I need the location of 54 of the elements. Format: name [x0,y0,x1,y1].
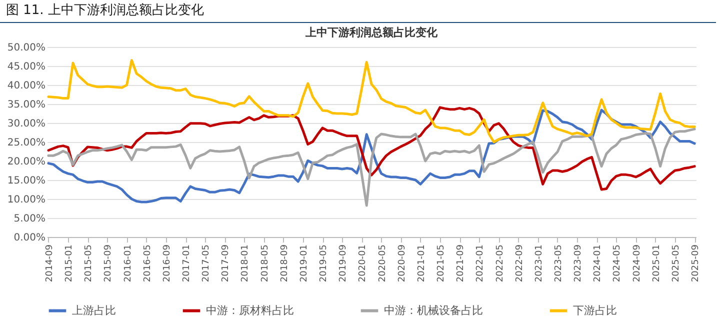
line-series [47,128,696,207]
x-tick-label: 2024-05 [612,244,623,282]
x-tick-label: 2021-09 [456,244,466,282]
y-tick-label: 50.00% [7,42,46,54]
x-tick-label: 2018-05 [260,244,270,282]
x-tick-label: 2014-09 [44,244,55,282]
x-tick-label: 2019-01 [299,244,310,282]
x-tick-label: 2015-01 [64,244,75,282]
x-tick-label: 2018-01 [240,244,251,282]
legend-label: 中游：原材料占比 [206,304,294,317]
x-tick-label: 2020-05 [378,244,388,282]
line-series [47,106,696,191]
legend-label: 中游：机械设备占比 [384,304,483,317]
x-tick-label: 2016-01 [123,244,134,282]
x-tick-label: 2017-05 [202,244,212,282]
x-tick-label: 2025-01 [652,244,662,282]
y-tick-label: 40.00% [7,80,46,92]
x-tick-label: 2019-05 [319,244,330,282]
x-tick-label: 2024-01 [593,244,604,282]
chart-subtitle: 上中下游利润总额占比变化 [304,26,438,39]
y-tick-label: 10.00% [7,194,46,206]
y-tick-label: 25.00% [7,138,46,148]
chart-title: 图 11. 上中下游利润总额占比变化 [0,0,716,23]
legend-label: 上游占比 [72,304,116,317]
x-tick-label: 2019-09 [338,244,349,282]
x-tick-label: 2016-05 [142,244,153,282]
x-tick-label: 2017-01 [182,244,192,282]
line-series [47,59,696,144]
x-tick-label: 2020-09 [397,244,408,282]
x-tick-label: 2025-05 [671,244,682,282]
x-tick-label: 2020-01 [358,244,368,282]
x-tick-label: 2018-09 [280,244,290,282]
x-tick-label: 2015-05 [84,244,94,282]
x-tick-label: 2025-09 [691,244,702,282]
x-tick-label: 2023-09 [574,244,584,282]
y-tick-label: 20.00% [7,156,46,168]
x-tick-label: 2017-09 [221,244,232,282]
y-tick-label: 5.00% [14,214,46,224]
y-tick-label: 0.00% [14,232,46,244]
x-tick-label: 2023-05 [554,244,564,282]
x-tick-label: 2024-09 [632,244,642,282]
x-tick-label: 2022-05 [495,244,506,282]
y-tick-label: 35.00% [7,100,46,110]
x-tick-label: 2021-05 [436,244,447,282]
legend-label: 下游占比 [573,304,617,317]
x-tick-label: 2015-09 [104,244,114,282]
x-tick-label: 2022-01 [476,244,486,282]
y-tick-label: 30.00% [7,118,46,130]
x-tick-label: 2023-01 [534,244,544,282]
x-tick-label: 2021-01 [416,244,427,282]
x-tick-label: 2016-09 [162,244,172,282]
x-tick-label: 2022-09 [514,244,525,282]
y-tick-label: 15.00% [7,176,46,186]
y-tick-label: 45.00% [7,62,46,72]
